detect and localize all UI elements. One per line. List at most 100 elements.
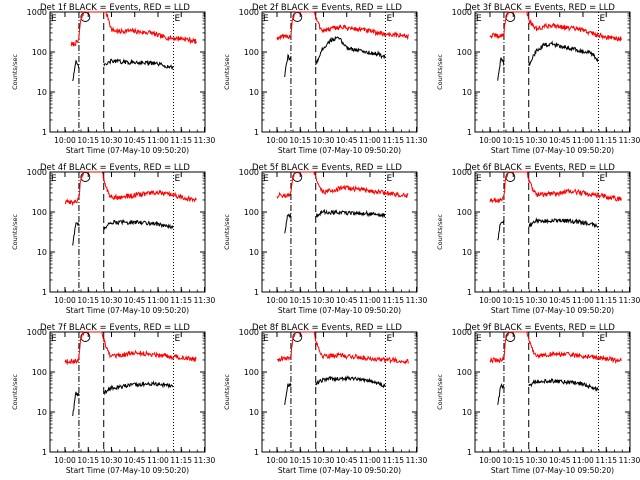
y-tick-label: 100	[32, 368, 47, 377]
x-tick-label: 10:00	[54, 456, 76, 465]
x-tick-label: 10:30	[313, 136, 335, 145]
y-tick-label: 10	[462, 408, 472, 417]
x-tick-label: 11:00	[359, 296, 381, 305]
x-tick-label: 11:15	[595, 456, 617, 465]
y-tick-label: 100	[244, 208, 259, 217]
detector-panel-3: Det 3f BLACK = Events, RED = LLD 1 10 100 10…	[436, 3, 640, 155]
events-series-line	[284, 382, 292, 405]
x-tick-label: 11:15	[382, 296, 404, 305]
y-tick-label: 10	[37, 88, 47, 97]
x-tick-label: 11:30	[619, 136, 640, 145]
detector-panel-2: Det 2f BLACK = Events, RED = LLD 1 10 100 10…	[223, 3, 428, 155]
y-tick-label: 1000	[27, 8, 47, 17]
x-tick-label: 10:15	[77, 456, 99, 465]
y-tick-label: 10	[249, 408, 259, 417]
detector-panel-4: Det 4f BLACK = Events, RED = LLD 1 10 100 10…	[11, 163, 216, 315]
y-axis-label: Counts/sec	[436, 374, 444, 410]
x-axis-label: Start Time (07-May-10 09:50:20)	[66, 306, 189, 315]
lld-series-line	[276, 11, 409, 41]
marker-e-right: E	[386, 14, 392, 24]
x-tick-label: 11:30	[619, 456, 640, 465]
y-tick-label: 100	[244, 48, 259, 57]
x-tick-label: 10:00	[479, 456, 501, 465]
events-series-line	[528, 40, 599, 67]
y-tick-label: 1000	[27, 328, 47, 337]
x-axis-label: Start Time (07-May-10 09:50:20)	[491, 466, 614, 475]
detector-panel-9: Det 9f BLACK = Events, RED = LLD 1 10 100 10…	[436, 323, 640, 475]
events-series-line	[72, 59, 80, 82]
x-tick-label: 11:30	[406, 136, 428, 145]
x-tick-label: 11:00	[147, 296, 169, 305]
y-tick-label: 1000	[27, 168, 47, 177]
x-axis-label: Start Time (07-May-10 09:50:20)	[278, 466, 401, 475]
x-tick-label: 11:30	[194, 456, 216, 465]
x-tick-label: 10:00	[479, 296, 501, 305]
y-axis-label: Counts/sec	[11, 374, 19, 410]
x-tick-label: 11:30	[194, 296, 216, 305]
x-tick-label: 11:00	[359, 456, 381, 465]
y-tick-label: 1	[42, 288, 47, 297]
x-tick-label: 10:00	[266, 136, 288, 145]
marker-e-right: E	[174, 14, 180, 24]
lld-series-line	[64, 331, 197, 366]
x-tick-label: 11:00	[572, 456, 594, 465]
panel-title: Det 2f BLACK = Events, RED = LLD	[252, 3, 402, 13]
panel-title: Det 8f BLACK = Events, RED = LLD	[252, 323, 402, 333]
detector-panel-6: Det 6f BLACK = Events, RED = LLD 1 10 100 10…	[436, 163, 640, 315]
detector-panel-1: Det 1f BLACK = Events, RED = LLD 1 10 100 10…	[11, 3, 216, 155]
y-tick-label: 100	[457, 48, 472, 57]
y-tick-label: 100	[32, 208, 47, 217]
x-tick-label: 11:30	[406, 296, 428, 305]
events-series-line	[72, 391, 80, 417]
panel-grid: Det 1f BLACK = Events, RED = LLD 1 10 100 10…	[11, 3, 640, 475]
y-tick-label: 1000	[452, 8, 472, 17]
marker-e-right: E	[386, 174, 392, 184]
x-tick-label: 11:30	[406, 456, 428, 465]
y-axis-label: Counts/sec	[11, 214, 19, 250]
x-tick-label: 10:15	[289, 136, 311, 145]
x-tick-label: 11:30	[194, 136, 216, 145]
y-tick-label: 1	[467, 128, 472, 137]
events-series-line	[497, 220, 505, 241]
y-tick-label: 1	[467, 448, 472, 457]
x-tick-label: 10:00	[266, 456, 288, 465]
events-series-line	[528, 217, 599, 229]
lld-series-line	[489, 171, 622, 204]
x-tick-label: 10:30	[313, 456, 335, 465]
marker-e-left: E	[51, 14, 57, 24]
x-tick-label: 10:30	[526, 456, 548, 465]
x-tick-label: 11:00	[147, 456, 169, 465]
y-tick-label: 1	[254, 288, 259, 297]
events-series-line	[103, 58, 174, 71]
x-tick-label: 10:15	[77, 296, 99, 305]
events-series-line	[103, 380, 174, 396]
events-series-line	[315, 35, 386, 66]
x-tick-label: 10:45	[549, 296, 571, 305]
panel-title: Det 5f BLACK = Events, RED = LLD	[252, 163, 402, 173]
events-series-line	[497, 382, 505, 405]
x-tick-label: 10:00	[479, 136, 501, 145]
x-tick-label: 11:15	[382, 456, 404, 465]
x-tick-label: 11:30	[619, 296, 640, 305]
x-tick-label: 10:45	[336, 456, 358, 465]
events-series-line	[284, 53, 292, 78]
y-tick-label: 1000	[452, 328, 472, 337]
x-tick-label: 10:45	[549, 136, 571, 145]
detector-panel-8: Det 8f BLACK = Events, RED = LLD 1 10 100 10…	[223, 323, 428, 475]
x-tick-label: 10:00	[266, 296, 288, 305]
x-tick-label: 11:15	[170, 136, 192, 145]
x-tick-label: 10:00	[54, 296, 76, 305]
y-tick-label: 100	[457, 208, 472, 217]
x-axis-label: Start Time (07-May-10 09:50:20)	[66, 466, 189, 475]
panel-title: Det 9f BLACK = Events, RED = LLD	[465, 323, 615, 333]
x-tick-label: 11:00	[147, 136, 169, 145]
y-tick-label: 10	[249, 248, 259, 257]
x-tick-label: 11:15	[170, 296, 192, 305]
lld-series-line	[276, 171, 409, 199]
x-tick-label: 11:00	[359, 136, 381, 145]
events-series-line	[315, 375, 386, 389]
marker-e-left: E	[476, 174, 482, 184]
x-axis-label: Start Time (07-May-10 09:50:20)	[66, 146, 189, 155]
y-tick-label: 1000	[452, 168, 472, 177]
